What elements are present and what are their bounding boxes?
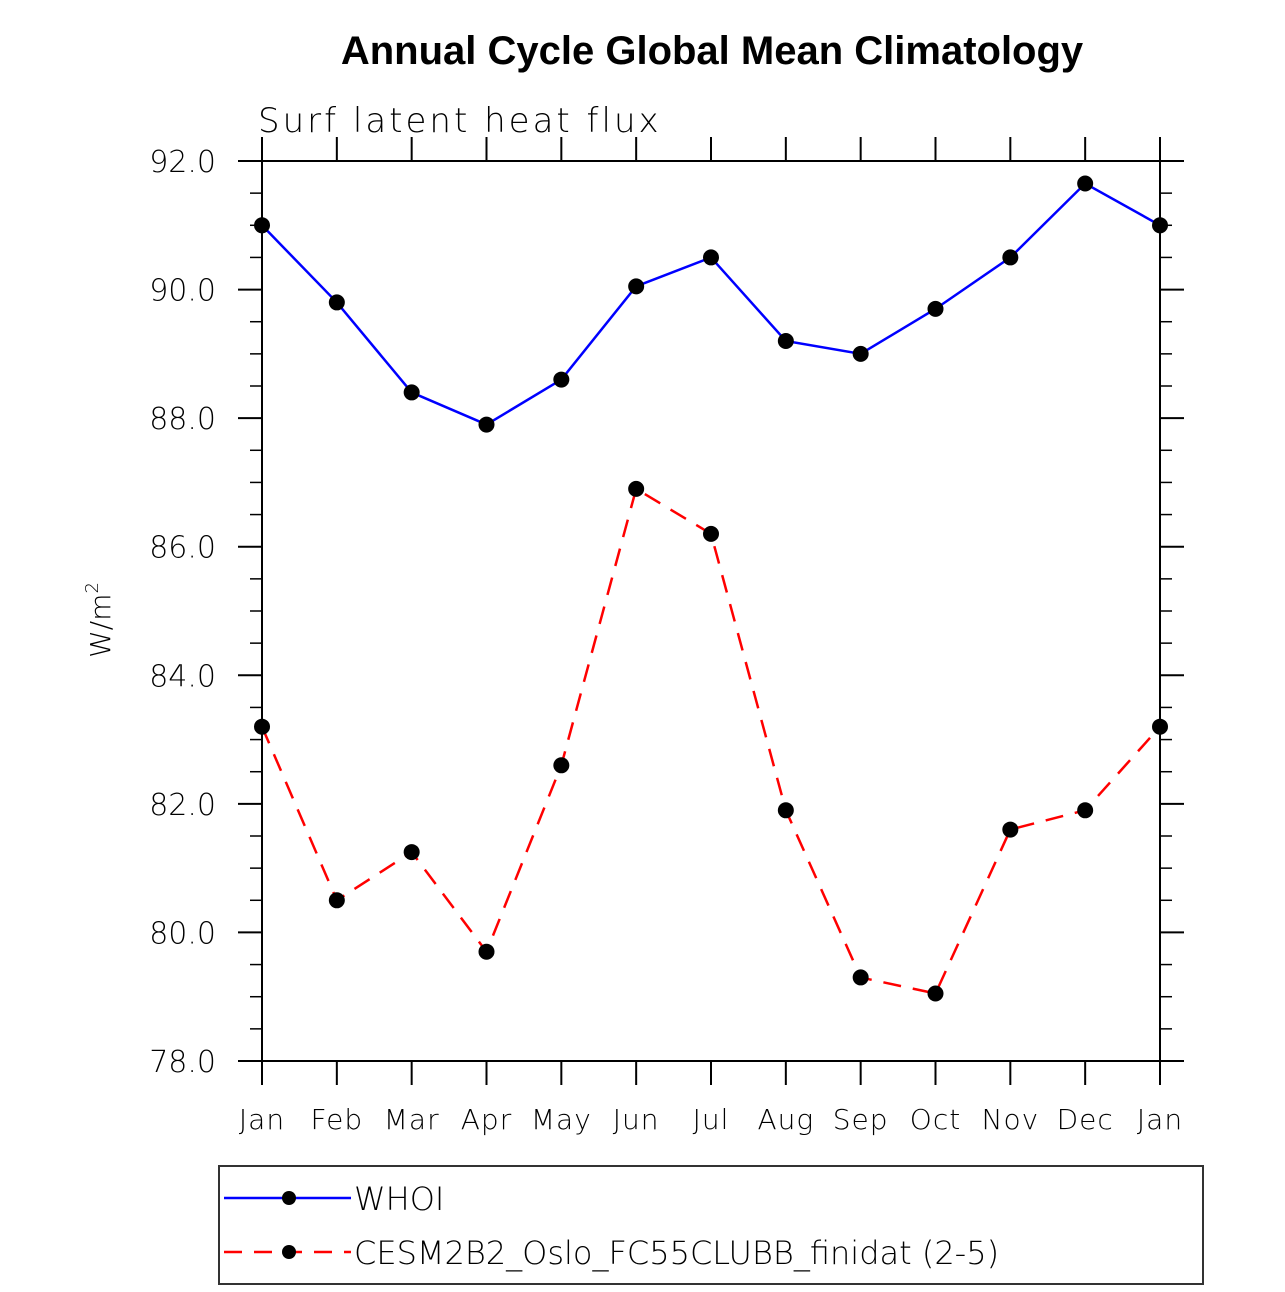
svg-text:W/m2: W/m2 — [82, 582, 117, 658]
legend-marker-cesm — [282, 1245, 296, 1259]
data-point-whoi — [403, 384, 420, 401]
y-tick-label: 84.0 — [149, 659, 216, 694]
data-point-whoi — [852, 345, 869, 362]
data-point-whoi — [328, 294, 345, 311]
data-point-cesm — [777, 802, 794, 819]
y-tick-label: 78.0 — [149, 1045, 216, 1080]
legend-box — [218, 1165, 1204, 1285]
y-tick-label: 82.0 — [149, 788, 216, 823]
y-tick-label: 90.0 — [149, 274, 216, 309]
x-tick-label: Sep — [833, 1103, 889, 1136]
legend-marker-whoi — [282, 1191, 296, 1205]
y-axis-label: W/m2 — [82, 582, 117, 658]
chart-subtitle: Surf latent heat flux — [258, 101, 662, 141]
series-line-cesm — [260, 486, 1161, 995]
data-point-whoi — [254, 217, 270, 234]
y-tick-label: 92.0 — [149, 145, 216, 180]
y-tick-label: 88.0 — [149, 402, 216, 437]
data-point-whoi — [703, 249, 719, 266]
data-point-cesm — [328, 892, 345, 909]
legend-label-whoi: WHOI — [354, 1180, 444, 1218]
data-point-whoi — [628, 278, 645, 295]
data-point-cesm — [1002, 821, 1019, 838]
data-point-cesm — [403, 844, 420, 861]
data-point-whoi — [553, 371, 570, 388]
plot-frame — [261, 160, 1161, 1062]
data-point-cesm — [553, 757, 570, 774]
x-tick-label: Jan — [1137, 1103, 1183, 1136]
data-point-whoi — [777, 333, 794, 349]
data-point-whoi — [927, 300, 944, 317]
legend-label-cesm: CESM2B2_Oslo_FC55CLUBB_finidat (2-5) — [354, 1234, 999, 1272]
data-point-cesm — [1152, 718, 1168, 735]
y-axis-label-text: W/m — [84, 594, 117, 658]
x-tick-label: Jun — [613, 1103, 660, 1136]
x-tick-label: Nov — [982, 1103, 1040, 1136]
x-tick-label: Oct — [910, 1103, 961, 1136]
x-tick-label: Apr — [461, 1103, 512, 1136]
x-tick-label: Mar — [384, 1103, 440, 1136]
y-axis-label-superscript: 2 — [82, 582, 103, 593]
chart-title: Annual Cycle Global Mean Climatology — [341, 29, 1084, 73]
data-point-whoi — [478, 416, 495, 433]
x-tick-label: Feb — [311, 1103, 364, 1136]
data-point-cesm — [478, 943, 495, 960]
data-point-cesm — [1077, 802, 1094, 819]
x-tick-label: Jul — [693, 1103, 730, 1136]
data-point-cesm — [852, 969, 869, 986]
data-point-cesm — [927, 985, 944, 1002]
x-tick-label: May — [531, 1103, 592, 1136]
data-point-whoi — [1152, 217, 1168, 234]
data-point-whoi — [1077, 175, 1094, 192]
x-tick-label: Dec — [1057, 1103, 1114, 1136]
x-tick-label: Aug — [757, 1103, 814, 1136]
data-point-cesm — [628, 480, 645, 497]
series-line-whoi — [261, 181, 1161, 426]
y-tick-label: 86.0 — [149, 531, 216, 566]
data-point-cesm — [703, 525, 719, 542]
data-point-whoi — [1002, 249, 1019, 266]
y-tick-label: 80.0 — [149, 916, 216, 951]
x-tick-label: Jan — [239, 1103, 285, 1136]
data-point-cesm — [254, 718, 270, 735]
